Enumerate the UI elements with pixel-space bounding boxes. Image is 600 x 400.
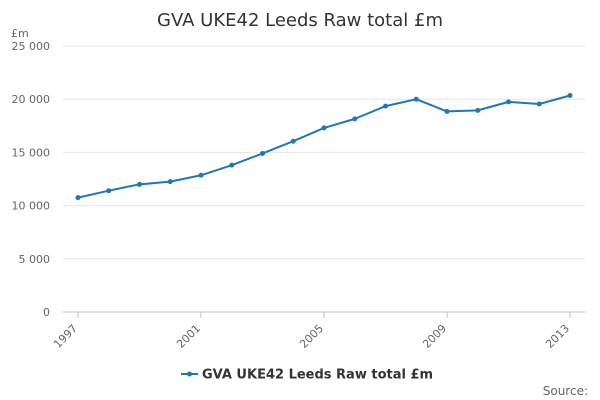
data-point	[444, 108, 450, 114]
data-point	[290, 138, 296, 144]
data-point	[536, 101, 542, 107]
data-point	[413, 96, 419, 102]
x-axis-ticks: 1997 2001 2005 2009 2013	[51, 312, 572, 351]
legend-label: GVA UKE42 Leeds Raw total £m	[202, 368, 433, 383]
gridlines	[63, 45, 585, 313]
series-layer	[75, 92, 573, 201]
y-tick-label: 0	[43, 306, 50, 319]
legend[interactable]: GVA UKE42 Leeds Raw total £m	[181, 368, 433, 383]
y-tick-label: 5 000	[19, 253, 51, 266]
data-point	[567, 92, 573, 98]
data-point	[475, 107, 481, 113]
y-axis-unit-label: £m	[11, 27, 29, 40]
data-point	[75, 195, 81, 201]
data-point	[106, 188, 112, 194]
data-point	[167, 179, 173, 185]
x-tick-label: 2013	[543, 322, 572, 351]
x-tick-label: 2005	[297, 322, 326, 351]
y-tick-label: 15 000	[12, 146, 51, 159]
data-point	[260, 150, 265, 156]
legend-marker	[187, 371, 192, 377]
data-point	[137, 181, 142, 187]
data-point	[198, 172, 204, 178]
x-tick-label: 1997	[51, 322, 80, 351]
data-point	[321, 125, 327, 131]
x-tick-label: 2001	[174, 322, 203, 351]
y-tick-label: 20 000	[12, 93, 51, 106]
y-tick-label: 10 000	[12, 200, 51, 213]
y-tick-label: 25 000	[12, 40, 51, 53]
series-line	[77, 94, 571, 199]
data-point	[506, 99, 511, 105]
data-point	[229, 162, 235, 168]
chart-title: GVA UKE42 Leeds Raw total £m	[157, 10, 443, 31]
y-axis-ticks: 0 5 000 10 000 15 000 20 000 25 000	[12, 40, 51, 319]
data-point	[352, 116, 358, 122]
x-tick-label: 2009	[420, 322, 449, 351]
source-label: Source:	[543, 384, 588, 398]
data-point	[383, 103, 388, 109]
